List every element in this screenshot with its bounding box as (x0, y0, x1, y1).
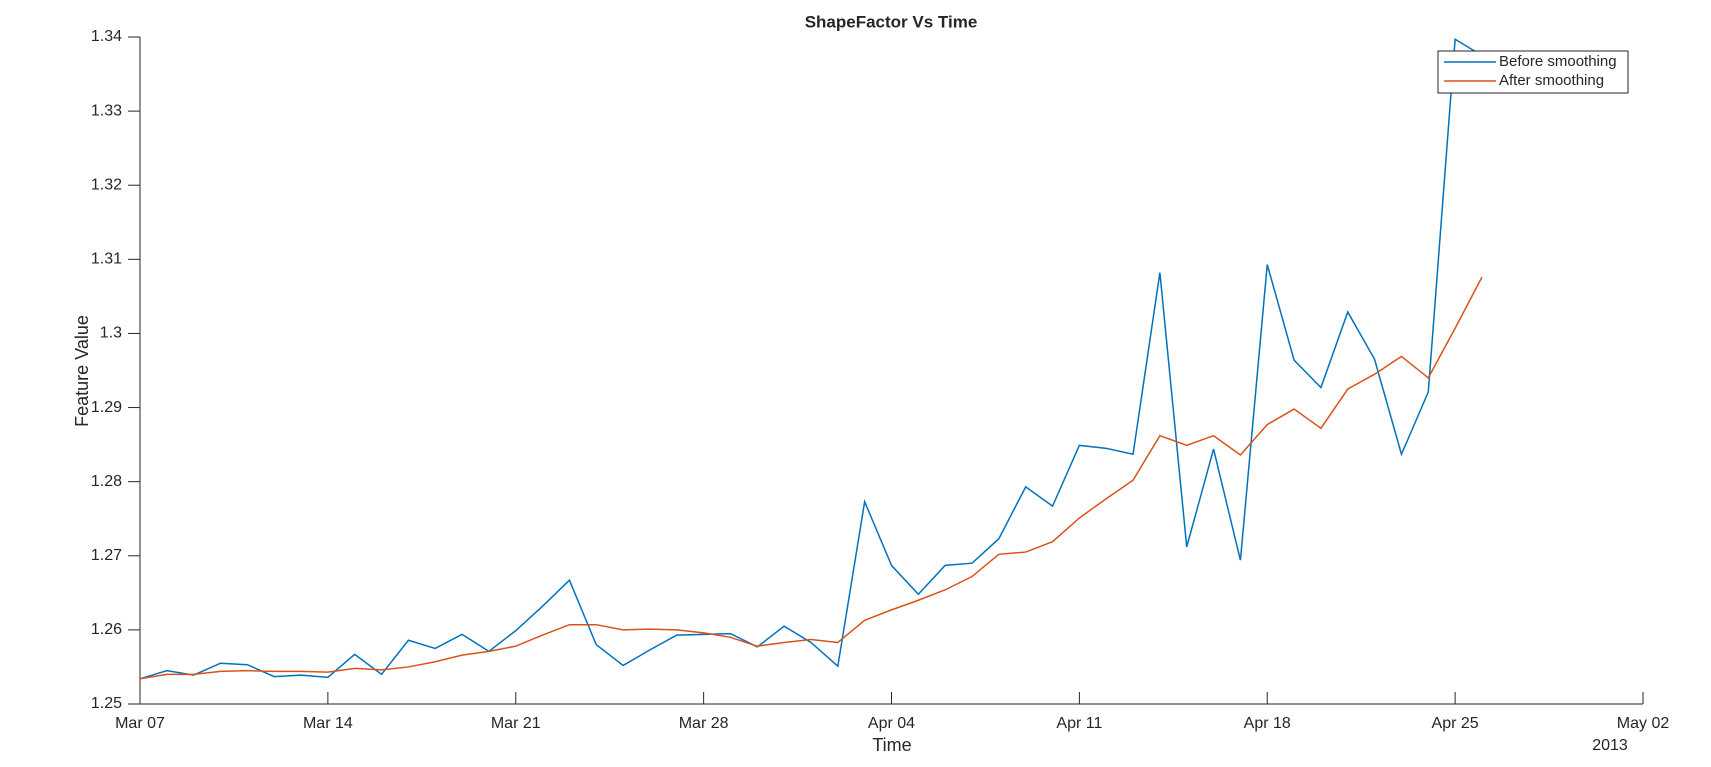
x-tick-label: Apr 18 (1244, 715, 1291, 732)
x-year-label: 2013 (1592, 737, 1628, 754)
x-tick-label: Mar 14 (303, 715, 353, 732)
y-tick-label: 1.3 (100, 325, 122, 342)
x-tick-label: Apr 11 (1056, 715, 1102, 732)
y-tick-label: 1.32 (91, 176, 122, 193)
y-tick-label: 1.33 (91, 102, 122, 119)
x-tick-label: Apr 04 (868, 715, 915, 732)
y-tick-label: 1.34 (91, 28, 122, 45)
y-tick-label: 1.25 (91, 695, 122, 712)
x-tick-label: Mar 28 (679, 715, 729, 732)
legend-label: After smoothing (1499, 72, 1604, 89)
y-tick-label: 1.26 (91, 621, 122, 638)
x-tick-label: Apr 25 (1432, 715, 1479, 732)
legend-box (1437, 50, 1629, 94)
chart-title: ShapeFactor Vs Time (805, 12, 978, 31)
x-tick-label: May 02 (1617, 715, 1670, 732)
legend-label: Before smoothing (1499, 53, 1617, 70)
data-line (139, 37, 1483, 680)
data-line (139, 276, 1483, 680)
y-tick-label: 1.29 (91, 399, 122, 416)
y-tick-label: 1.27 (91, 547, 122, 564)
y-axis-label: Feature Value (72, 315, 92, 427)
x-tick-label: Mar 21 (491, 715, 541, 732)
x-axis-label: Time (872, 735, 911, 755)
y-tick-label: 1.28 (91, 473, 122, 490)
x-tick-label: Mar 07 (115, 715, 165, 732)
y-tick-label: 1.31 (91, 251, 122, 268)
